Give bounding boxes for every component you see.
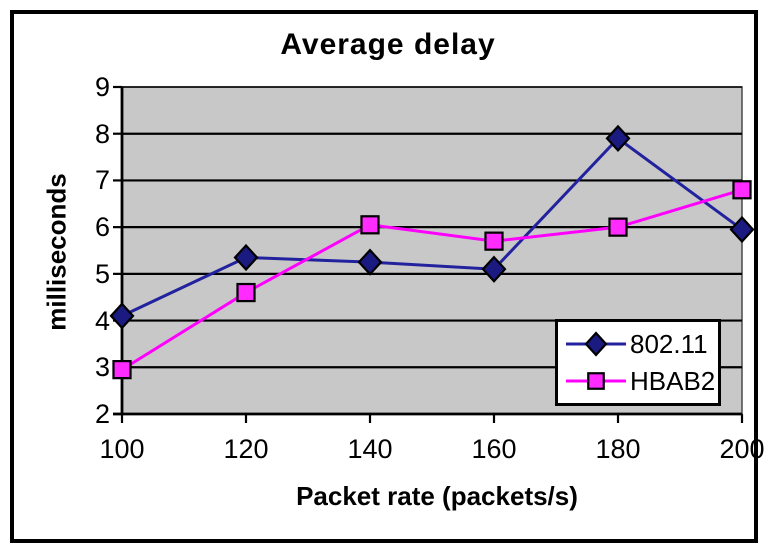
y-tick-label: 4: [94, 305, 110, 336]
diamond-marker: [605, 124, 631, 153]
x-tick-label: 120: [223, 434, 269, 464]
square-marker: [732, 180, 752, 200]
chart-title: Average delay: [280, 28, 496, 61]
y-tick-label: 7: [94, 165, 110, 196]
legend-item-802-11: 802.11: [564, 330, 716, 358]
square-marker: [587, 371, 605, 390]
x-axis-title: Packet rate (packets/s): [296, 481, 578, 511]
legend-box: 802.11 HBAB2: [555, 319, 721, 406]
legend-label: HBAB2: [630, 365, 716, 396]
y-axis-title: milliseconds: [41, 173, 72, 331]
legend-item-hbab2: HBAB2: [564, 367, 716, 395]
series-line: [121, 188, 743, 371]
square-marker: [484, 231, 504, 251]
diamond-marker: [357, 248, 383, 276]
y-tick-label: 5: [94, 258, 110, 289]
x-tick-label: 100: [99, 434, 145, 464]
diamond-marker: [584, 331, 608, 357]
diamond-marker: [481, 255, 507, 283]
diamond-marker: [729, 215, 755, 244]
y-tick-label: 2: [94, 399, 110, 429]
x-tick-label: 200: [719, 434, 765, 464]
y-tick-label: 8: [94, 118, 110, 149]
x-tick-label: 140: [347, 434, 393, 464]
y-tick-label: 9: [94, 72, 110, 102]
diamond-marker: [109, 302, 135, 330]
series-line: [121, 136, 743, 318]
diamond-line-marker-icon: [566, 331, 626, 357]
square-marker: [236, 282, 256, 303]
y-tick-label: 6: [94, 212, 110, 243]
square-marker: [608, 217, 628, 237]
y-tick-label: 3: [94, 352, 110, 383]
square-marker: [360, 215, 380, 235]
x-tick-label: 160: [471, 434, 517, 464]
square-marker: [112, 359, 132, 380]
diamond-marker: [233, 243, 259, 272]
x-tick-label: 180: [595, 434, 641, 464]
legend-label: 802.11: [630, 329, 708, 360]
square-line-marker-icon: [566, 371, 626, 390]
